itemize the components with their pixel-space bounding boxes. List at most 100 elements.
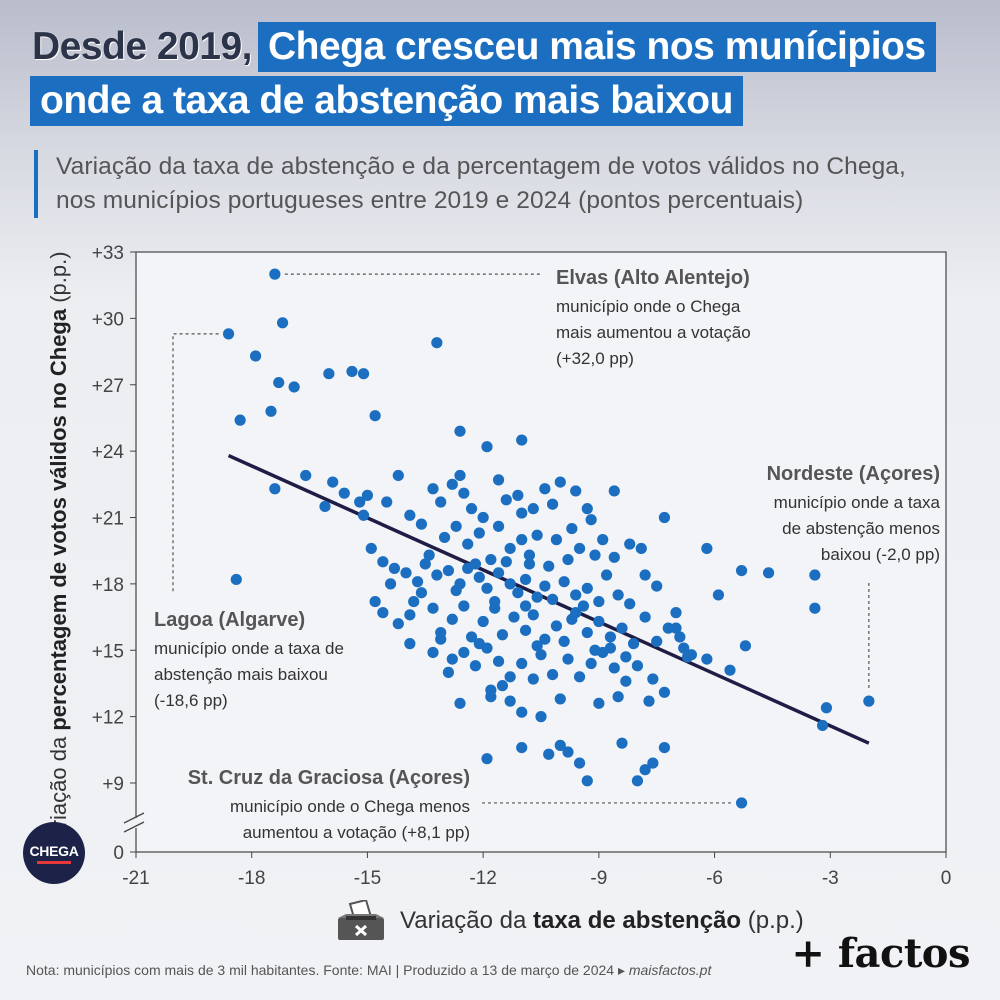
x-label-post: (p.p.) <box>741 907 804 934</box>
chega-logo-bar <box>37 860 71 864</box>
data-point <box>454 469 466 482</box>
data-point <box>809 602 821 614</box>
y-tick-label: +9 <box>102 774 124 795</box>
plot-area <box>135 251 947 853</box>
data-point <box>361 489 374 501</box>
data-point <box>762 567 775 579</box>
data-point <box>411 576 424 588</box>
footer-source: Nota: municípios com mais de 3 mil habit… <box>26 962 625 978</box>
data-point <box>662 622 674 634</box>
data-point <box>357 368 370 380</box>
data-point <box>319 500 331 513</box>
data-point <box>496 629 509 641</box>
x-tick-label: -9 <box>590 868 607 889</box>
data-point <box>523 549 536 561</box>
data-point <box>674 631 686 643</box>
data-point <box>504 695 516 707</box>
data-point <box>500 556 512 568</box>
data-point <box>427 602 439 614</box>
data-point <box>546 498 559 510</box>
y-tick-label: +12 <box>92 708 124 729</box>
data-point <box>346 365 358 378</box>
data-point <box>581 503 593 515</box>
data-point <box>600 569 613 581</box>
data-point <box>516 507 528 519</box>
subtitle-line-1: Variação da taxa de abstenção e da perce… <box>56 153 906 180</box>
data-point <box>431 569 443 581</box>
y-tick-label: +21 <box>92 509 124 530</box>
data-point <box>539 580 551 592</box>
data-point <box>550 620 563 632</box>
y-tick-label: +27 <box>92 376 124 397</box>
data-point <box>573 757 586 769</box>
data-point <box>658 742 671 754</box>
data-point <box>404 509 416 521</box>
footer-note: Nota: municípios com mais de 3 mil habit… <box>26 962 711 979</box>
data-point <box>566 522 578 535</box>
data-point <box>419 558 431 570</box>
data-point <box>269 268 281 280</box>
x-tick-label: -6 <box>706 868 723 889</box>
data-point <box>608 551 620 563</box>
data-point <box>516 657 528 670</box>
data-point <box>435 633 447 645</box>
data-point <box>404 609 416 621</box>
data-point <box>562 653 574 665</box>
data-point <box>485 684 497 696</box>
data-point <box>377 607 389 619</box>
data-point <box>465 503 478 515</box>
data-point <box>523 558 536 570</box>
data-point <box>230 573 242 586</box>
data-point <box>427 483 439 495</box>
data-point <box>647 673 659 685</box>
data-point <box>581 582 593 594</box>
title-lead: Desde 2019, <box>32 25 253 68</box>
x-tick-label: -18 <box>238 868 265 889</box>
y-tick-label: +30 <box>92 309 124 330</box>
annotation-text: aumentou a votação (+8,1 pp) <box>243 823 470 842</box>
data-point <box>620 651 632 663</box>
x-tick-label: 0 <box>941 868 952 889</box>
y-tick-label: +33 <box>92 243 124 264</box>
data-point <box>531 529 543 541</box>
x-tick-label: -12 <box>469 868 496 889</box>
data-point <box>458 487 470 499</box>
data-point <box>492 655 505 667</box>
data-point <box>570 485 582 497</box>
data-point <box>531 640 543 652</box>
data-point <box>566 613 578 625</box>
data-point <box>508 611 520 623</box>
annotation-text: (-18,6 pp) <box>154 691 228 710</box>
data-point <box>516 534 528 546</box>
data-point <box>863 695 875 707</box>
data-point <box>442 565 455 577</box>
data-point <box>577 600 590 612</box>
data-point <box>658 686 671 698</box>
data-point <box>234 414 246 426</box>
data-point <box>589 644 601 656</box>
data-point <box>369 595 381 608</box>
axis-break-gap <box>128 818 144 828</box>
data-point <box>573 671 586 683</box>
data-point <box>554 693 566 705</box>
data-point <box>469 558 482 570</box>
annotation-text: município onde a taxa de <box>154 639 344 658</box>
data-point <box>481 753 493 765</box>
data-point <box>377 556 389 568</box>
title-highlight-1: Chega cresceu mais nos munícipios <box>258 22 936 72</box>
x-label-bold: taxa de abstenção <box>532 907 742 934</box>
annotation-text: município onde o Chega <box>556 297 741 316</box>
data-point <box>485 553 497 566</box>
footer-site-link[interactable]: maisfactos.pt <box>628 962 712 978</box>
data-point <box>620 675 632 687</box>
data-point <box>535 711 547 723</box>
data-point <box>365 542 377 555</box>
data-point <box>546 593 559 605</box>
x-axis-label: Variação da taxa de abstenção (p.p.) <box>336 900 804 942</box>
data-point <box>435 496 447 508</box>
data-point <box>546 668 559 681</box>
data-point <box>604 642 617 654</box>
data-point <box>612 589 624 601</box>
data-point <box>519 573 532 586</box>
